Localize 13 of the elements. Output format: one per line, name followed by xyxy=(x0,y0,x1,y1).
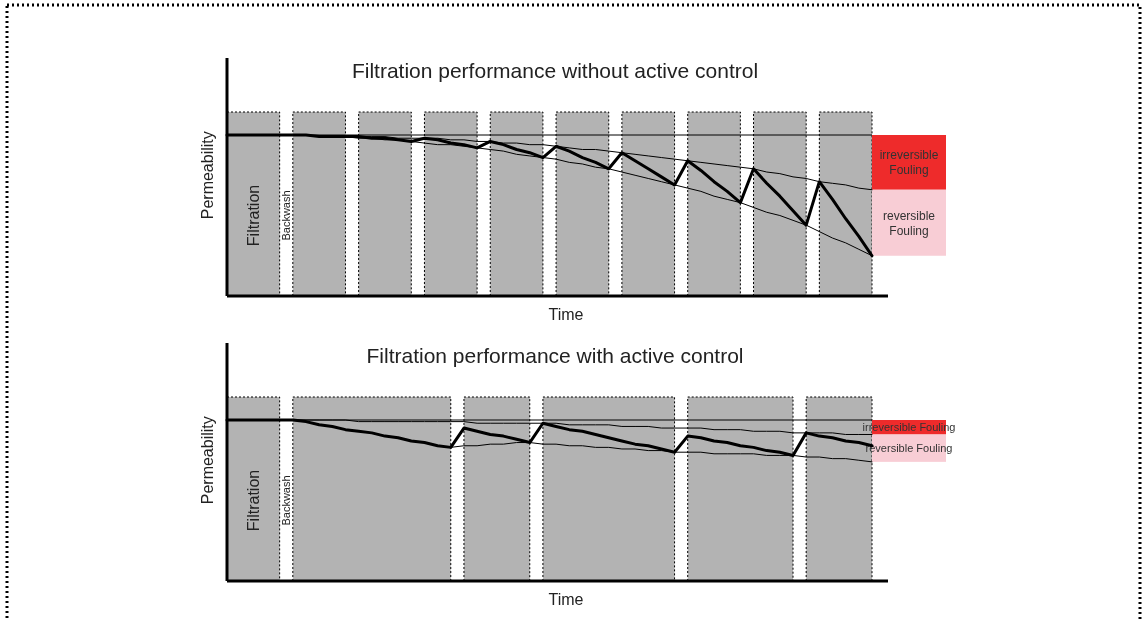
chart-title: Filtration performance without active control xyxy=(351,59,759,82)
y-axis-title: Permeability xyxy=(199,416,216,505)
chart-title: Filtration performance with active control xyxy=(366,344,744,367)
annotation: Backwash xyxy=(280,190,293,241)
annotation: irreversible Fouling xyxy=(879,148,939,178)
annotation: Backwash xyxy=(280,475,293,526)
y-axis-title: Permeability xyxy=(199,131,216,220)
x-axis-title: Time xyxy=(548,306,584,323)
x-axis-title: Time xyxy=(548,591,584,608)
annotation: Filtration xyxy=(245,469,263,532)
annotation: reversible Fouling xyxy=(865,442,953,455)
annotation: Filtration xyxy=(245,184,263,247)
text: reversible Fouling xyxy=(882,208,936,238)
